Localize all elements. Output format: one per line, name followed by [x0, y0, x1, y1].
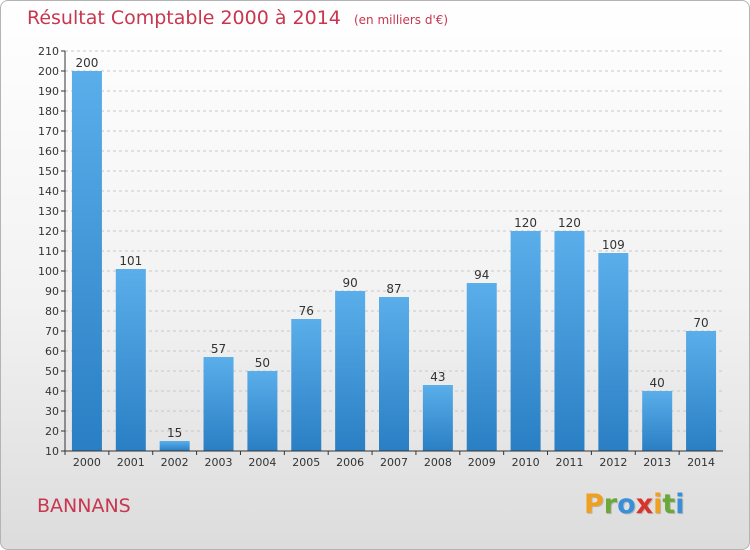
bar [510, 231, 541, 451]
bar [247, 371, 278, 451]
proxiti-logo: Proxiti [584, 489, 685, 520]
logo-letter: o [617, 489, 636, 520]
x-tick-label: 2007 [380, 456, 408, 469]
bar-value-label: 76 [299, 304, 314, 318]
bar [203, 357, 234, 451]
bar [379, 297, 409, 451]
bar [554, 231, 585, 451]
x-tick-label: 2013 [643, 456, 671, 469]
bar [466, 283, 497, 451]
y-tick-label: 10 [45, 445, 59, 458]
logo-letter: i [675, 489, 685, 520]
bar [422, 385, 453, 451]
bar-value-label: 109 [602, 238, 625, 252]
bar-value-label: 120 [514, 216, 537, 230]
y-tick-label: 40 [45, 385, 59, 398]
y-tick-label: 180 [38, 105, 59, 118]
x-tick-label: 2014 [687, 456, 715, 469]
y-tick-label: 200 [38, 65, 59, 78]
y-tick-label: 50 [45, 365, 59, 378]
bar-value-label: 200 [75, 56, 98, 70]
bar-value-label: 15 [167, 426, 182, 440]
logo-letter: i [653, 489, 663, 520]
bar-value-label: 101 [119, 254, 142, 268]
x-tick-label: 2006 [336, 456, 364, 469]
x-tick-label: 2011 [555, 456, 583, 469]
y-tick-label: 130 [38, 205, 59, 218]
x-tick-label: 2005 [292, 456, 320, 469]
bar [115, 269, 146, 451]
logo-letter: P [584, 489, 604, 520]
y-tick-label: 210 [38, 45, 59, 58]
x-tick-label: 2001 [117, 456, 145, 469]
logo-letter: r [603, 489, 618, 520]
y-tick-label: 140 [38, 185, 59, 198]
logo-letter: x [635, 489, 654, 520]
x-tick-label: 2004 [248, 456, 276, 469]
bar [335, 291, 366, 451]
logo-letter: t [662, 489, 676, 520]
bar [71, 71, 102, 451]
y-tick-label: 110 [38, 245, 59, 258]
bar-value-label: 43 [430, 370, 445, 384]
y-tick-label: 80 [45, 305, 59, 318]
bar-value-label: 70 [693, 316, 708, 330]
x-tick-label: 2009 [468, 456, 496, 469]
bar-value-label: 94 [474, 268, 489, 282]
bar-value-label: 120 [558, 216, 581, 230]
x-tick-label: 2000 [73, 456, 101, 469]
y-tick-label: 190 [38, 85, 59, 98]
y-tick-label: 70 [45, 325, 59, 338]
y-tick-label: 20 [45, 425, 59, 438]
commune-name: BANNANS [37, 495, 131, 517]
bar [598, 253, 629, 451]
y-tick-label: 30 [45, 405, 59, 418]
y-tick-label: 60 [45, 345, 59, 358]
x-tick-label: 2003 [205, 456, 233, 469]
y-tick-label: 150 [38, 165, 59, 178]
title-row: Résultat Comptable 2000 à 2014 (en milli… [27, 7, 448, 29]
x-tick-label: 2010 [512, 456, 540, 469]
bar-value-label: 87 [386, 282, 401, 296]
bar [291, 319, 322, 451]
bar [159, 441, 190, 451]
bar-value-label: 57 [211, 342, 226, 356]
y-tick-label: 120 [38, 225, 59, 238]
bar-value-label: 40 [650, 376, 665, 390]
y-tick-label: 90 [45, 285, 59, 298]
chart-subtitle: (en milliers d'€) [353, 13, 449, 27]
chart-title: Résultat Comptable 2000 à 2014 [27, 7, 341, 29]
x-tick-label: 2012 [599, 456, 627, 469]
bar [686, 331, 717, 451]
x-tick-label: 2008 [424, 456, 452, 469]
bar-value-label: 90 [342, 276, 357, 290]
y-tick-label: 160 [38, 145, 59, 158]
y-tick-label: 170 [38, 125, 59, 138]
x-tick-label: 2002 [161, 456, 189, 469]
bar-value-label: 50 [255, 356, 270, 370]
y-tick-label: 100 [38, 265, 59, 278]
bar [642, 391, 673, 451]
